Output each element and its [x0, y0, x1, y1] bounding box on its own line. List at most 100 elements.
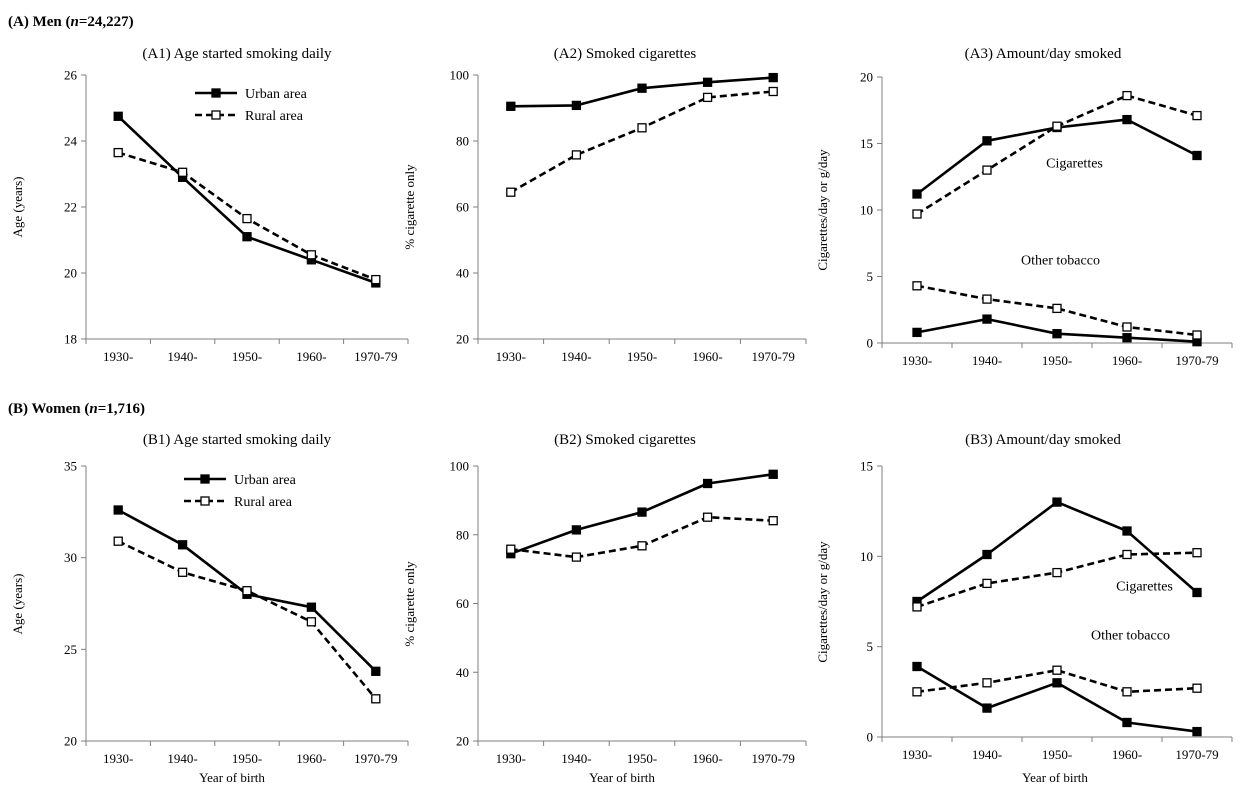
- data-point: [982, 678, 992, 688]
- data-point: [1122, 717, 1132, 728]
- data-point: [1052, 303, 1062, 314]
- y-tick-label: 15: [860, 136, 873, 151]
- chart-panels: (A1) Age started smoking daily 18 20 22 24 26…: [10, 46, 1233, 785]
- y-tick-label: 15: [860, 459, 873, 474]
- chart-a1: (A1) Age started smoking daily 18 20 22 24 26…: [10, 46, 409, 364]
- x-tick-label: 1960-: [1112, 353, 1142, 368]
- data-point: [1192, 587, 1202, 598]
- series-a3-cigarettes-rural-area: [912, 90, 1202, 219]
- x-axis-label-b2: Year of birth: [589, 770, 655, 785]
- data-point: [768, 72, 778, 83]
- data-point: [371, 694, 381, 704]
- x-tick-label: 1940-: [561, 751, 591, 766]
- x-tick-label: 1950-: [232, 349, 262, 364]
- x-tick-label: 1930-: [496, 751, 526, 766]
- series-b3-other-tobacco-urban-area: [912, 661, 1202, 737]
- data-point: [371, 274, 381, 285]
- series-a3-other-tobacco-rural-area: [912, 281, 1202, 340]
- legend-label: Rural area: [234, 495, 293, 510]
- data-point: [912, 281, 922, 291]
- data-point: [1052, 121, 1062, 131]
- series-a2-urban-area: [506, 72, 778, 111]
- data-point: [306, 250, 317, 260]
- y-axis-label-b2: % cigarette only: [402, 561, 417, 647]
- legend-marker: [200, 474, 210, 484]
- y-axis-label-b3: Cigarettes/day or g/day: [815, 541, 830, 663]
- data-point: [637, 123, 647, 133]
- data-point: [1122, 549, 1132, 560]
- series-line: [510, 515, 774, 559]
- series-a2-rural-area: [506, 86, 778, 197]
- x-tick-label: 1960-: [296, 751, 326, 766]
- data-point: [177, 167, 188, 177]
- legend-marker: [211, 88, 221, 98]
- x-tick-label: 1940-: [972, 747, 1002, 762]
- data-point: [912, 327, 922, 338]
- data-point: [982, 294, 992, 304]
- data-point: [912, 687, 922, 697]
- data-point: [1192, 150, 1202, 161]
- series-line: [117, 540, 377, 700]
- section-title-women: (B) Women (n=1,716): [8, 401, 145, 417]
- data-point: [982, 703, 992, 713]
- y-tick-label: 80: [456, 527, 469, 542]
- data-point: [571, 100, 582, 111]
- data-point: [177, 540, 188, 550]
- data-point: [768, 86, 778, 97]
- y-tick-label: 5: [867, 639, 874, 654]
- x-tick-label: 1950-: [1042, 353, 1072, 368]
- y-tick-label: 0: [867, 336, 874, 351]
- y-tick-label: 18: [64, 332, 77, 347]
- x-tick-label: 1970-79: [1175, 747, 1218, 762]
- y-tick-label: 0: [867, 730, 874, 745]
- x-tick-label: 1930-: [103, 751, 133, 766]
- data-point: [637, 507, 647, 517]
- annotation-cigarettes: Cigarettes: [1116, 580, 1173, 595]
- y-tick-label: 20: [860, 70, 873, 85]
- data-point: [1192, 726, 1202, 737]
- data-point: [1052, 497, 1062, 507]
- chart-title-b3: (B3) Amount/day smoked: [965, 432, 1121, 448]
- x-axis-label-b3: Year of birth: [1022, 770, 1088, 785]
- x-tick-label: 1960-: [692, 751, 722, 766]
- data-point: [113, 111, 123, 121]
- x-tick-label: 1970-79: [752, 349, 795, 364]
- x-tick-label: 1950-: [627, 751, 657, 766]
- chart-b1: (B1) Age started smoking daily 20 25 30 35 19…: [10, 432, 409, 785]
- data-point: [242, 586, 252, 596]
- data-point: [637, 541, 647, 551]
- series-a1-rural-area: [113, 147, 381, 285]
- y-tick-label: 35: [64, 459, 77, 474]
- data-point: [571, 525, 582, 535]
- y-tick-label: 100: [450, 68, 470, 83]
- data-point: [702, 512, 713, 522]
- x-tick-label: 1930-: [103, 349, 133, 364]
- data-point: [1122, 114, 1132, 125]
- series-b2-rural-area: [506, 512, 778, 562]
- chart-title-a2: (A2) Smoked cigarettes: [554, 46, 697, 62]
- series-line: [916, 94, 1198, 216]
- x-tick-label: 1940-: [167, 751, 197, 766]
- data-point: [1052, 329, 1062, 339]
- data-point: [1122, 90, 1132, 101]
- data-point: [702, 92, 713, 103]
- data-point: [982, 136, 992, 146]
- chart-b3: (B3) Amount/day smoked 0 5 10 15 1930- 1940- 19…: [815, 432, 1233, 785]
- annotation-other-tobacco: Other tobacco: [1021, 254, 1100, 269]
- x-tick-label: 1970-79: [752, 751, 795, 766]
- data-point: [768, 469, 778, 479]
- y-axis-label-a1: Age (years): [10, 177, 25, 238]
- y-axis-label-b1: Age (years): [10, 574, 25, 635]
- y-tick-label: 60: [456, 200, 469, 215]
- chart-a2: (A2) Smoked cigarettes 20 40 60 80 100 1930- 19…: [402, 46, 807, 364]
- data-point: [982, 578, 992, 589]
- series-b3-cigarettes-urban-area: [912, 497, 1202, 607]
- data-point: [371, 666, 381, 676]
- data-point: [768, 516, 778, 526]
- series-line: [916, 668, 1198, 694]
- data-point: [912, 209, 922, 219]
- data-point: [982, 165, 992, 175]
- x-tick-label: 1930-: [902, 747, 932, 762]
- legend-label: Urban area: [245, 87, 308, 102]
